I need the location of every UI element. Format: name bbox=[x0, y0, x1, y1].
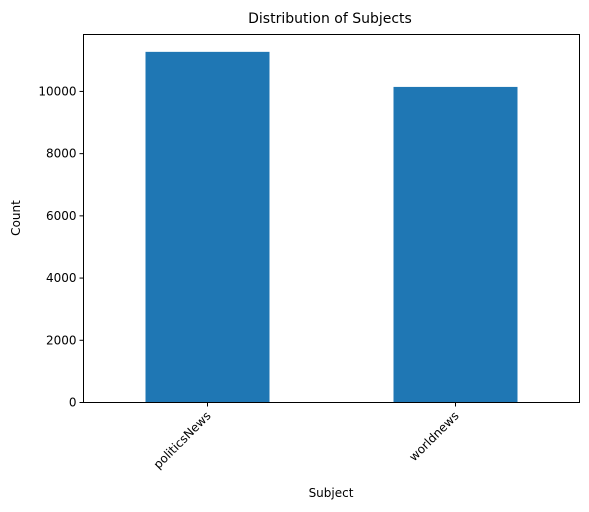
y-tick-label-2000: 2000 bbox=[46, 333, 77, 347]
y-tick-label-4000: 4000 bbox=[46, 271, 77, 285]
y-tick-label-10000: 10000 bbox=[38, 84, 76, 98]
y-axis: 0 2000 4000 6000 8000 10000 bbox=[38, 84, 84, 410]
bar-worldnews bbox=[393, 86, 518, 403]
x-tick-label-politicsNews: politicsNews bbox=[151, 409, 214, 472]
bar-politicsNews bbox=[145, 51, 270, 403]
x-axis: politicsNews worldnews bbox=[151, 402, 462, 472]
chart-title: Distribution of Subjects bbox=[248, 11, 412, 27]
x-tick-label-worldnews: worldnews bbox=[406, 409, 461, 464]
x-axis-label: Subject bbox=[309, 486, 354, 500]
y-tick-label-0: 0 bbox=[69, 396, 77, 410]
y-axis-label: Count bbox=[9, 200, 23, 236]
y-tick-label-8000: 8000 bbox=[46, 147, 77, 161]
y-tick-label-6000: 6000 bbox=[46, 209, 77, 223]
bars bbox=[145, 51, 518, 403]
plot-frame bbox=[83, 34, 580, 403]
